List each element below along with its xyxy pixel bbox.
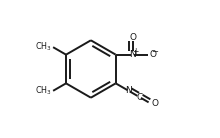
Text: O: O	[149, 50, 156, 59]
Text: N: N	[129, 50, 136, 59]
Text: O: O	[151, 99, 158, 108]
Text: C: C	[136, 93, 143, 102]
Text: O: O	[129, 33, 136, 42]
Text: N: N	[125, 86, 132, 95]
Text: CH$_3$: CH$_3$	[35, 41, 52, 53]
Text: +: +	[132, 47, 138, 56]
Text: CH$_3$: CH$_3$	[35, 85, 52, 97]
Text: −: −	[151, 47, 158, 56]
